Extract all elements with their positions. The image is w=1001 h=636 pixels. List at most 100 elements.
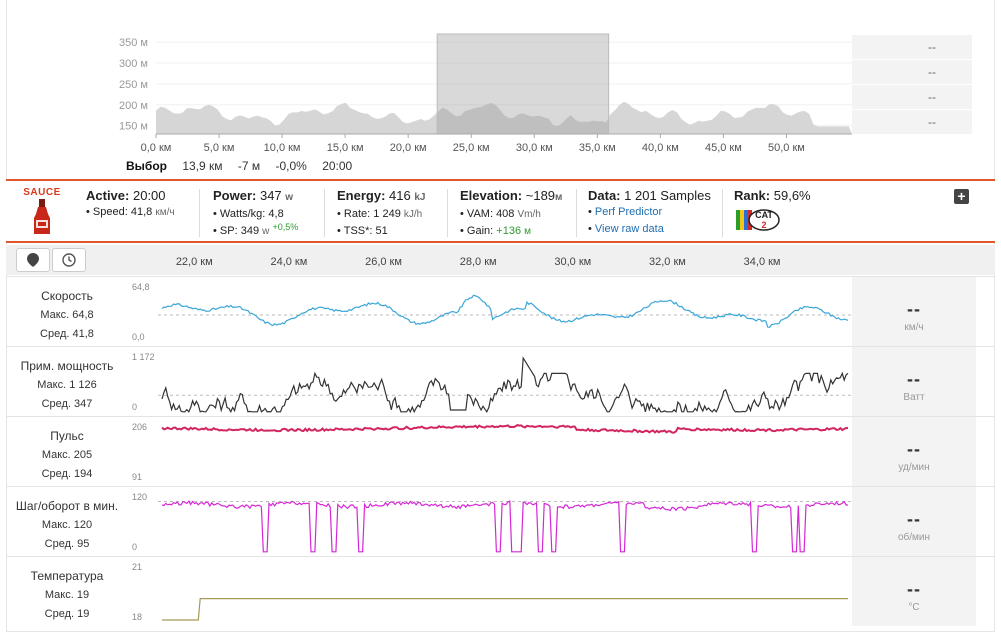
power-block: Power: 347 w • Watts/kg: 4,8 • SP: 349 w… <box>213 188 299 237</box>
expand-button[interactable]: + <box>954 189 969 204</box>
channel-row: Пульс Макс. 205 Сред. 194 206 91 -- уд/мин <box>6 416 995 486</box>
channel-max: Макс. 64,8 <box>40 309 94 321</box>
map-pin-icon <box>27 253 39 267</box>
cat2-badge-icon[interactable]: CAT 2 <box>734 206 782 234</box>
channel-line-chart <box>162 598 848 621</box>
vam-value: 408 <box>496 208 515 220</box>
axis-tick-label: 24,0 км <box>270 256 308 268</box>
data-block: Data: 1 201 Samples • Perf Predictor • V… <box>588 188 711 235</box>
tss-label: TSS*: <box>343 225 373 237</box>
channel-max: Макс. 1 126 <box>37 379 97 391</box>
channel-unit: об/мин <box>897 532 931 543</box>
divider <box>576 189 577 237</box>
channel-current-value: -- <box>907 439 921 459</box>
selection-elevation: -7 м <box>237 159 261 173</box>
data-title: Data: <box>588 188 621 203</box>
view-raw-data-link[interactable]: View raw data <box>594 223 664 235</box>
channel-label: Пульс Макс. 205 Сред. 194 <box>6 417 128 486</box>
channel-avg: Сред. 194 <box>41 468 93 480</box>
gain-unit: м <box>524 226 531 237</box>
selection-summary: Выбор 13,9 км -7 м -0,0% 20:00 <box>126 159 364 173</box>
divider <box>722 189 723 237</box>
overview-x-tick: 45,0 км <box>705 142 742 154</box>
elevation-overview-chart[interactable]: 350 м 300 м 250 м 200 м 150 м 0,0 км 5,0 км 10,… <box>0 0 1001 179</box>
channel-unit: Ватт <box>903 392 925 403</box>
axis-tick-label: 28,0 км <box>459 256 497 268</box>
overview-side-value: -- <box>852 60 972 84</box>
channel-plot[interactable]: 206 91 <box>128 417 852 486</box>
selection-label: Выбор <box>126 159 167 173</box>
channel-label: Прим. мощность Макс. 1 126 Сред. 347 <box>6 347 128 416</box>
channel-plot[interactable]: 64,8 0,0 <box>128 277 852 346</box>
overview-x-tick: 15,0 км <box>327 142 364 154</box>
elevation-block: Elevation: ~189м • VAM: 408 Vm/h • Gain:… <box>460 188 563 237</box>
channel-plot[interactable]: 1 172 0 <box>128 347 852 416</box>
channel-series-line <box>161 356 849 414</box>
rate-value: 1 249 <box>373 208 401 220</box>
channel-series-line <box>161 500 848 553</box>
vam-label: VAM: <box>466 208 493 220</box>
channel-avg: Сред. 19 <box>44 608 90 620</box>
overview-y-tick: 300 м <box>119 58 148 70</box>
channel-name: Шаг/оборот в мин. <box>15 499 119 513</box>
energy-value: 416 <box>389 188 411 203</box>
overview-y-tick: 250 м <box>119 79 148 91</box>
axis-tick-label: 34,0 км <box>743 256 781 268</box>
gain-label: Gain: <box>466 225 494 237</box>
channel-ymin: 0 <box>132 402 138 412</box>
rank-value: 59,6% <box>773 188 811 203</box>
channel-avg: Сред. 95 <box>44 538 90 550</box>
time-mode-button[interactable] <box>52 248 86 272</box>
channel-line-chart <box>158 356 852 414</box>
channel-series-line <box>162 598 848 621</box>
channel-current-value: -- <box>907 369 921 389</box>
power-title: Power: <box>213 188 257 203</box>
speed-unit: км/ч <box>155 207 175 218</box>
overview-x-tick: 40,0 км <box>642 142 679 154</box>
channel-ymin: 18 <box>132 612 143 622</box>
elevation-unit: м <box>555 192 563 203</box>
divider <box>324 189 325 237</box>
channel-current-value: -- <box>907 579 921 599</box>
distance-mode-button[interactable] <box>16 248 50 272</box>
overview-side-value: -- <box>852 85 972 109</box>
channel-unit: уд/мин <box>898 462 930 473</box>
sp-delta: +0,5% <box>272 222 299 232</box>
divider <box>447 189 448 237</box>
data-samples: 1 201 Samples <box>624 188 711 203</box>
channel-label: Шаг/оборот в мин. Макс. 120 Сред. 95 <box>6 487 128 556</box>
sauce-brand: SAUCE <box>23 187 61 198</box>
speed-value: 41,8 <box>130 206 153 218</box>
perf-predictor-link[interactable]: Perf Predictor <box>594 206 663 218</box>
channel-avg: Сред. 347 <box>41 398 93 410</box>
elevation-title: Elevation: <box>460 188 523 203</box>
clock-icon <box>62 253 76 267</box>
wkg-value: 4,8 <box>268 208 284 220</box>
channel-ymin: 0 <box>132 542 138 552</box>
channel-label: Температура Макс. 19 Сред. 19 <box>6 557 128 626</box>
channel-line-chart <box>161 424 849 434</box>
sp-value: 349 <box>240 225 260 237</box>
channel-plot[interactable]: 21 18 <box>128 557 852 626</box>
energy-block: Energy: 416 kJ • Rate: 1 249 kJ/h • TSS*… <box>337 188 426 237</box>
selection-range[interactable] <box>436 33 610 135</box>
axis-tick-label: 22,0 км <box>175 256 213 268</box>
channel-row: Прим. мощность Макс. 1 126 Сред. 347 1 172 0… <box>6 346 995 416</box>
energy-title: Energy: <box>337 188 386 203</box>
channel-plot[interactable]: 120 0 <box>128 487 852 556</box>
channel-series-line <box>161 424 849 434</box>
axis-tick-label: 30,0 км <box>554 256 592 268</box>
sp-label: SP: <box>219 225 238 237</box>
channel-series-line <box>161 294 849 328</box>
rate-unit: kJ/h <box>403 209 423 220</box>
channel-max: Макс. 205 <box>41 449 93 461</box>
channel-current-value: -- <box>907 509 921 529</box>
channel-ymax: 120 <box>132 492 148 502</box>
selection-grade: -0,0% <box>275 159 307 173</box>
overview-y-tick: 200 м <box>119 100 148 112</box>
channel-line-chart <box>158 500 852 553</box>
channel-current-value: -- <box>907 299 921 319</box>
activity-frame <box>6 0 995 632</box>
tss-value: 51 <box>375 225 388 237</box>
axis-tick-label: 26,0 км <box>365 256 402 268</box>
